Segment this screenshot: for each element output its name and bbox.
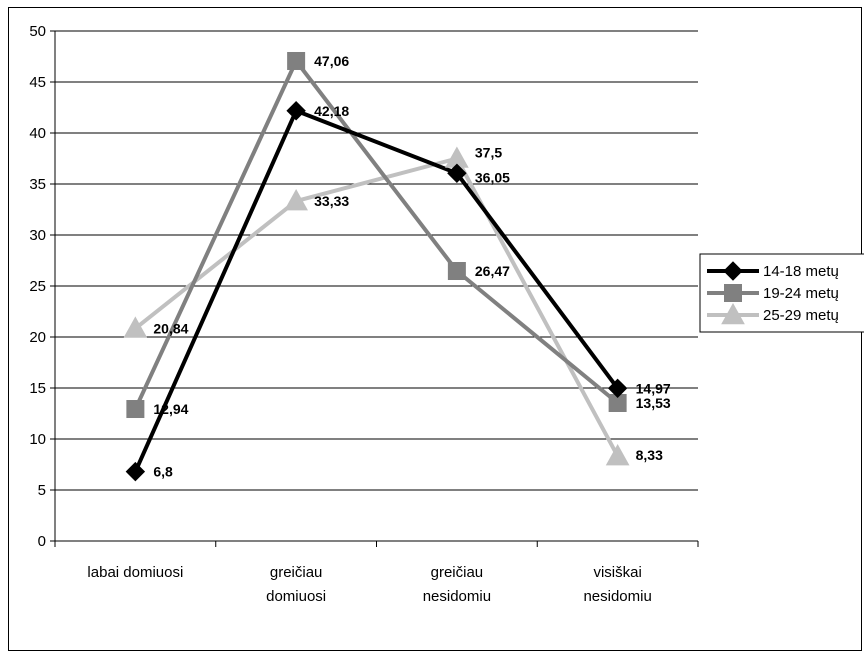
data-point (605, 444, 630, 466)
data-label: 33,33 (314, 193, 349, 209)
data-point (126, 400, 145, 419)
data-point (123, 316, 148, 338)
x-tick-label: greičiau (431, 564, 484, 581)
y-tick-label: 15 (29, 380, 46, 397)
data-label: 8,33 (636, 447, 663, 463)
legend-label: 19-24 metų (763, 285, 839, 302)
y-tick-label: 0 (38, 533, 46, 550)
x-tick-label: visiškai (593, 564, 641, 581)
y-tick-label: 30 (29, 227, 46, 244)
data-label: 47,06 (314, 53, 349, 69)
y-tick-label: 10 (29, 431, 46, 448)
y-tick-label: 50 (29, 23, 46, 40)
data-label: 14,97 (636, 380, 671, 396)
data-point (284, 189, 308, 211)
legend-marker (723, 261, 743, 281)
y-tick-label: 40 (29, 125, 46, 142)
data-label: 26,47 (475, 263, 510, 279)
data-point (447, 163, 467, 183)
data-label: 42,18 (314, 103, 349, 119)
x-tick-label: labai domiuosi (87, 564, 183, 581)
data-point (286, 101, 306, 121)
x-tick-label: greičiau (270, 564, 323, 581)
y-tick-label: 35 (29, 176, 46, 193)
data-point (287, 51, 306, 70)
legend-label: 14-18 metų (763, 263, 839, 280)
legend-label: 25-29 metų (763, 307, 839, 324)
data-point (447, 262, 466, 281)
data-point (607, 378, 628, 399)
data-label: 36,05 (475, 169, 510, 185)
data-label: 12,94 (153, 401, 188, 417)
series-line (133, 108, 620, 473)
data-label: 13,53 (636, 395, 671, 411)
data-label: 20,84 (153, 320, 188, 336)
x-tick-label: nesidomiu (423, 588, 491, 605)
data-label: 6,8 (153, 464, 173, 480)
data-point (125, 461, 146, 482)
data-label: 37,5 (475, 145, 502, 161)
series-line (133, 58, 619, 410)
y-tick-label: 25 (29, 278, 46, 295)
legend-marker (721, 302, 745, 325)
x-tick-label: nesidomiu (583, 588, 651, 605)
series-line (134, 156, 620, 457)
x-tick-label: domiuosi (266, 588, 326, 605)
y-tick-label: 20 (29, 329, 46, 346)
y-tick-label: 45 (29, 74, 46, 91)
y-tick-label: 5 (38, 482, 46, 499)
legend-marker (724, 284, 742, 302)
